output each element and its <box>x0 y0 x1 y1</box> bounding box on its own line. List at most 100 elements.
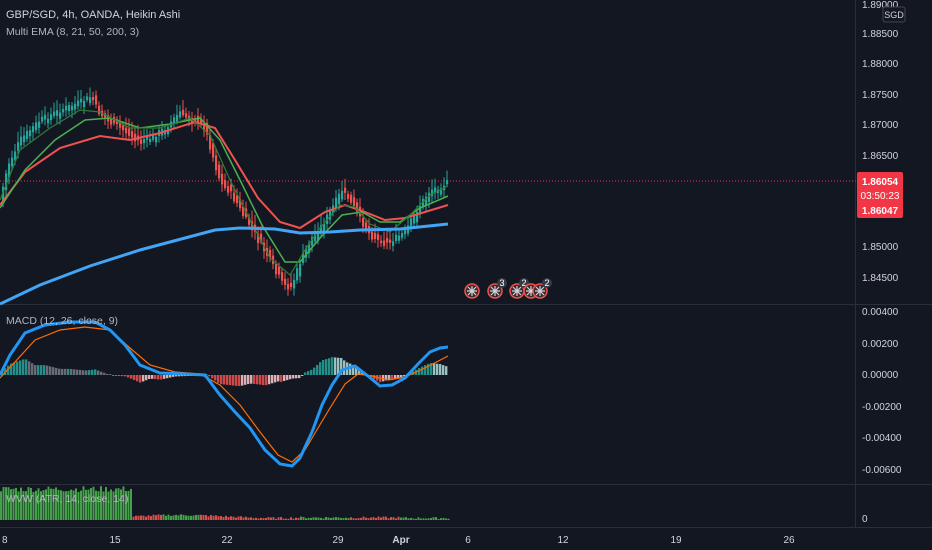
candle-body <box>290 282 293 288</box>
candle-body <box>143 139 146 144</box>
candle-body <box>83 100 86 108</box>
macd-histogram-bar <box>28 361 31 375</box>
wvw-bar <box>402 517 405 520</box>
wvw-legend[interactable]: WVW (ATR, 14, close, 14) <box>6 493 128 505</box>
wvw-bar <box>82 486 85 520</box>
candle-body <box>95 95 98 105</box>
price-axis[interactable]: 1.89000 SGD 1.88500 1.88000 1.87500 1.87… <box>857 0 906 284</box>
macd-histogram-bar <box>424 365 427 375</box>
wvw-bar <box>37 488 40 520</box>
candle-body <box>74 103 77 110</box>
ema-legend[interactable]: Multi EMA (8, 21, 50, 200, 3) <box>6 26 139 38</box>
candle-body <box>335 197 338 209</box>
candle-body <box>131 131 134 138</box>
wvw-bar <box>155 515 157 520</box>
candle-body <box>173 117 176 123</box>
candle-body <box>71 105 74 111</box>
candle-body <box>404 229 407 235</box>
wvw-bar <box>80 490 82 520</box>
macd-histogram-bar <box>55 367 58 375</box>
wvw-bar <box>87 489 90 520</box>
wvw-bar <box>2 486 5 520</box>
macd-histogram-bar <box>361 372 364 375</box>
price-tick: 1.87500 <box>862 90 899 101</box>
macd-histogram-bar <box>421 366 424 375</box>
candle-body <box>350 194 353 203</box>
symbol-legend[interactable]: GBP/SGD, 4h, OANDA, Heikin Ashi <box>6 9 180 21</box>
candle-body <box>14 151 17 161</box>
macd-histogram-bar <box>208 375 211 377</box>
wvw-bar <box>165 515 167 520</box>
macd-histogram-bar <box>211 375 214 379</box>
wvw-bar <box>125 490 127 520</box>
candle-body <box>122 125 125 131</box>
wvw-bar <box>262 518 265 520</box>
macd-histogram-bar <box>247 375 250 385</box>
wvw-bar <box>217 516 220 520</box>
macd-axis[interactable]: 0.00400 0.00200 0.00000 -0.00200 -0.0040… <box>862 307 902 476</box>
candle-body <box>92 96 95 101</box>
time-axis[interactable]: 8 15 22 29 Apr 6 12 19 26 <box>2 535 795 546</box>
wvw-bar <box>400 517 402 520</box>
candle-body <box>89 97 92 104</box>
wvw-bar <box>30 487 32 520</box>
wvw-bar <box>270 517 272 520</box>
wvw-bar <box>195 514 197 520</box>
wvw-bar <box>152 514 155 520</box>
wvw-bar <box>340 518 342 520</box>
macd-histogram-bar <box>85 370 88 375</box>
macd-histogram-bar <box>145 375 148 381</box>
macd-histogram-bar <box>325 359 328 375</box>
candle-body <box>203 124 206 131</box>
event-flag-icon[interactable] <box>464 283 480 299</box>
event-flag-icon[interactable] <box>532 283 548 299</box>
macd-histogram-bar <box>175 375 178 377</box>
currency-badge[interactable] <box>882 6 906 23</box>
candle-body <box>191 117 194 124</box>
event-markers[interactable]: 3 2 2 <box>464 278 552 299</box>
wvw-bar <box>255 517 257 520</box>
wvw-bar <box>405 517 407 520</box>
wvw-bar <box>172 515 175 520</box>
wvw-bar <box>300 516 302 520</box>
candle-body <box>209 134 212 150</box>
wvw-bar <box>110 489 112 520</box>
candle-body <box>53 111 56 116</box>
wvw-bar <box>100 486 102 520</box>
candle-body <box>179 111 182 118</box>
candle-body <box>98 105 101 115</box>
wvw-bar <box>207 516 210 520</box>
candle-body <box>257 233 260 244</box>
bar-countdown: 03:50:23 <box>861 191 900 202</box>
candle-body <box>86 96 89 101</box>
wvw-bar <box>237 516 240 520</box>
macd-histogram-bar <box>226 375 229 385</box>
macd-histogram-bar <box>310 369 313 375</box>
macd-histogram-bar <box>274 375 277 383</box>
candle-body <box>224 180 227 189</box>
macd-histogram-bar <box>40 365 43 375</box>
wvw-bar <box>417 517 420 520</box>
event-count: 3 <box>499 278 504 288</box>
macd-legend[interactable]: MACD (12, 26, close, 9) <box>6 315 118 327</box>
candle-body <box>194 118 197 124</box>
wvw-bar <box>385 516 387 520</box>
macd-tick: 0.00200 <box>862 339 899 350</box>
wvw-bar <box>205 515 207 520</box>
macd-histogram-bar <box>400 375 403 378</box>
macd-histogram-bar <box>307 371 310 375</box>
wvw-bar <box>350 517 352 520</box>
wvw-bar <box>327 517 330 520</box>
macd-tick: -0.00400 <box>862 433 902 444</box>
candle-body <box>281 272 284 281</box>
wvw-bar <box>275 518 277 520</box>
wvw-bar <box>320 517 322 520</box>
current-price-tag[interactable] <box>857 172 903 218</box>
macd-histogram-bar <box>292 375 295 379</box>
wvw-bar <box>312 517 315 520</box>
macd-tick: 0.00000 <box>862 370 899 381</box>
event-flag-icon[interactable] <box>487 283 503 299</box>
candle-body <box>380 240 383 244</box>
macd-histogram-bar <box>7 365 10 375</box>
